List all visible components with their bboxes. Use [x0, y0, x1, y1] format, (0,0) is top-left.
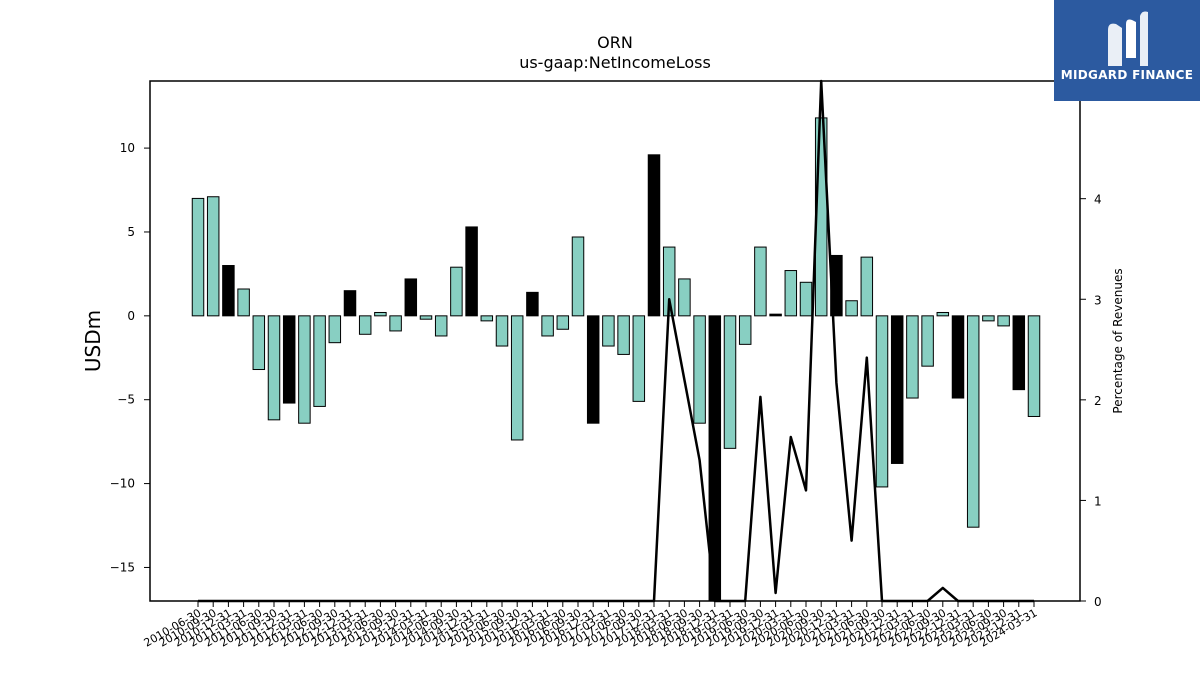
bar-2019-09-30 — [754, 246, 767, 317]
y2-tick-label: 1 — [1094, 494, 1102, 508]
y-tick-label: 5 — [127, 225, 135, 239]
bar-2020-06-30 — [799, 281, 813, 317]
bar-2023-06-30 — [982, 315, 995, 322]
bar-2022-06-30 — [921, 315, 934, 367]
x-axis: 2010-06-302010-09-302010-12-312011-03-31… — [142, 601, 1040, 650]
bar-2017-12-31 — [647, 154, 661, 317]
y-tick-label: −15 — [110, 560, 135, 574]
y-tick-label: −5 — [117, 393, 135, 407]
bar-2011-03-31 — [237, 288, 250, 317]
bar-2016-09-30 — [571, 236, 585, 317]
bar-2014-12-31 — [465, 226, 478, 317]
y-tick-label: 10 — [120, 141, 135, 155]
y2-tick-label: 4 — [1094, 193, 1102, 207]
bar-2010-09-30 — [206, 196, 220, 317]
bar-2016-06-30 — [556, 315, 570, 330]
bar-2021-09-30 — [875, 315, 889, 488]
bar-2015-09-30 — [510, 315, 524, 441]
bar-2019-03-31 — [723, 315, 737, 449]
bar-2017-03-31 — [602, 315, 615, 347]
bar-2021-06-30 — [860, 256, 874, 317]
chart-title: ORN — [597, 33, 633, 52]
bar-2023-03-31 — [966, 315, 980, 528]
bar-2015-03-31 — [480, 315, 494, 322]
bar-2012-06-30 — [313, 315, 326, 407]
bar-2013-12-31 — [404, 278, 418, 317]
y2-tick-label: 0 — [1094, 595, 1102, 609]
brand-logo: MIDGARD FINANCE — [1054, 0, 1200, 101]
bar-2014-03-31 — [419, 315, 433, 320]
bar-2011-09-30 — [267, 315, 281, 421]
bar-2013-06-30 — [374, 311, 387, 317]
bar-2024-03-31 — [1027, 315, 1041, 417]
y-axis-right: 0 1 2 3 4 — [1080, 193, 1102, 609]
bar-2012-03-31 — [298, 315, 311, 424]
bar-2019-12-31 — [769, 313, 782, 317]
y2-tick-label: 2 — [1094, 394, 1102, 408]
bar-2015-12-31 — [526, 291, 539, 317]
bar-2020-03-31 — [784, 270, 798, 317]
bar-2018-09-30 — [693, 315, 706, 424]
y-tick-label: −10 — [110, 477, 135, 491]
bar-2014-06-30 — [434, 315, 448, 337]
y2-axis-label: Percentage of Revenues — [1111, 268, 1125, 413]
bar-2014-09-30 — [450, 266, 463, 317]
bar-2011-12-31 — [282, 315, 296, 404]
bar-2013-09-30 — [389, 315, 402, 332]
bar-2023-09-30 — [997, 315, 1010, 327]
bar-2015-06-30 — [495, 315, 509, 347]
bar-2022-12-31 — [951, 315, 965, 399]
bar-2012-12-31 — [343, 290, 357, 317]
bar-2016-12-31 — [586, 315, 600, 424]
bars-layer — [191, 117, 1041, 602]
bar-2013-03-31 — [358, 315, 372, 335]
bar-2022-03-31 — [906, 315, 919, 399]
bar-2018-06-30 — [678, 278, 691, 317]
midgard-logo-icon — [1108, 11, 1148, 67]
plot-frame — [149, 80, 1081, 602]
y-tick-label: 0 — [127, 309, 135, 323]
bar-2016-03-31 — [541, 315, 554, 337]
bar-2019-06-30 — [738, 315, 752, 345]
brand-name: MIDGARD FINANCE — [1060, 68, 1194, 82]
bar-2010-12-31 — [222, 265, 235, 317]
chart-subtitle: us-gaap:NetIncomeLoss — [519, 53, 711, 72]
bar-2022-09-30 — [936, 311, 950, 317]
bar-2010-06-30 — [191, 197, 205, 317]
bar-2021-03-31 — [845, 300, 858, 317]
y-axis-left: −15 −10 −5 0 5 10 — [110, 141, 150, 574]
y2-tick-label: 3 — [1094, 293, 1102, 307]
y-axis-label: USDm — [81, 310, 105, 372]
bar-2023-12-31 — [1012, 315, 1026, 391]
bar-2021-12-31 — [890, 315, 904, 464]
bar-2017-09-30 — [632, 315, 646, 402]
bar-2011-06-30 — [252, 315, 266, 371]
bar-2012-09-30 — [328, 315, 342, 344]
bar-2017-06-30 — [617, 315, 630, 355]
